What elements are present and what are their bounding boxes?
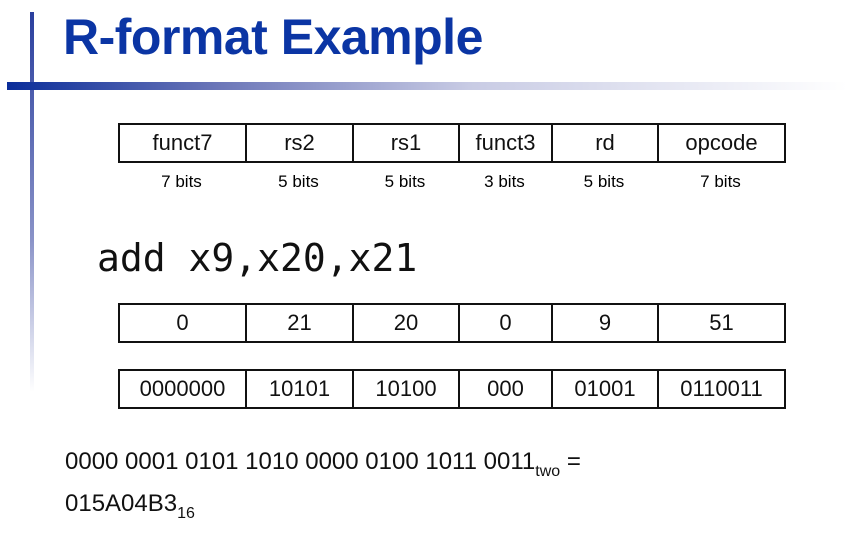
base-subscript: 16 — [177, 505, 195, 522]
binary-cell: 0000000 — [118, 369, 247, 409]
hex-value: 015A04B3 — [65, 490, 178, 517]
field-cell: rs2 — [245, 123, 354, 163]
equals: = — [560, 448, 581, 475]
bit-width: 5 bits — [583, 172, 625, 191]
binary-result: 0000 0001 0101 1010 0000 0100 1011 0011t… — [65, 448, 581, 481]
binary-cell: 10100 — [352, 369, 460, 409]
decimal-cell: 0 — [118, 303, 247, 343]
binary-cell: 0110011 — [657, 369, 786, 409]
field-cell: funct7 — [118, 123, 247, 163]
slide-title: R-format Example — [63, 9, 483, 65]
base-subscript: two — [535, 463, 561, 480]
binary-cell: 000 — [458, 369, 553, 409]
field-cell: rs1 — [352, 123, 460, 163]
binary-cell: 10101 — [245, 369, 354, 409]
bit-width: 5 bits — [384, 172, 426, 191]
bit-width: 7 bits — [161, 172, 202, 191]
decor-vertical-line — [30, 12, 34, 392]
decimal-cell: 21 — [245, 303, 354, 343]
binary-table: 0000000 10101 10100 000 01001 0110011 — [118, 369, 786, 409]
binary-cell: 01001 — [551, 369, 659, 409]
bit-width: 3 bits — [484, 172, 525, 191]
format-table: funct7 rs2 rs1 funct3 rd opcode — [118, 123, 786, 163]
field-cell: rd — [551, 123, 659, 163]
bit-width: 5 bits — [278, 172, 319, 191]
decimal-table: 0 21 20 0 9 51 — [118, 303, 786, 343]
decor-title-bar — [7, 82, 847, 90]
decimal-cell: 51 — [657, 303, 786, 343]
field-cell: funct3 — [458, 123, 553, 163]
hex-result: 015A04B316 — [65, 490, 195, 523]
decimal-cell: 20 — [352, 303, 460, 343]
instruction: add x9,x20,x21 — [97, 236, 418, 280]
decimal-cell: 0 — [458, 303, 553, 343]
bit-width: 7 bits — [700, 172, 741, 191]
bit-widths: 7 bits 5 bits 5 bits 3 bits 5 bits 7 bit… — [118, 172, 784, 192]
decimal-cell: 9 — [551, 303, 659, 343]
field-cell: opcode — [657, 123, 786, 163]
binary-value: 0000 0001 0101 1010 0000 0100 1011 0011 — [65, 448, 536, 475]
